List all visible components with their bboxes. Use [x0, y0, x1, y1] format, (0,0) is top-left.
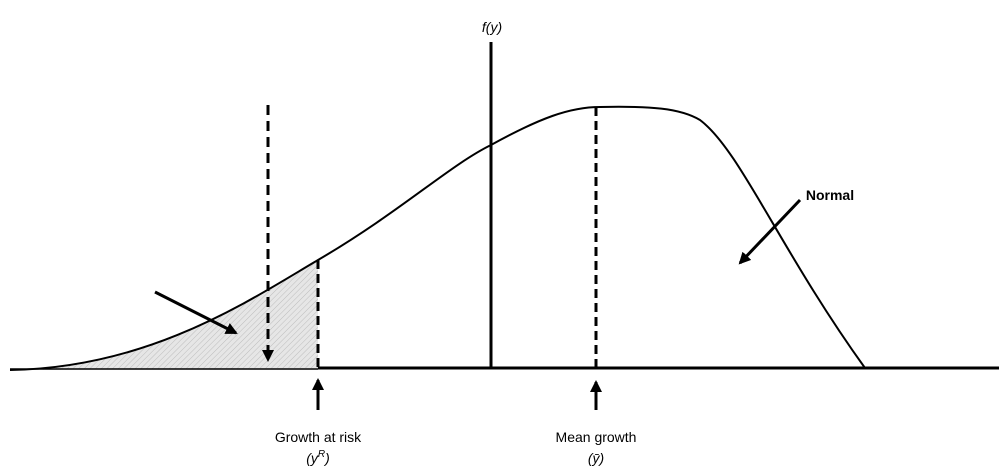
- growth-at-risk-symbol: (yR): [306, 449, 330, 466]
- mean-symbol: (ȳ): [588, 450, 604, 466]
- normal-label: Normal: [806, 187, 854, 203]
- growth-at-risk-label: Growth at risk: [275, 429, 362, 445]
- mean-growth-label: Mean growth: [556, 429, 637, 445]
- symbol-close: ): [323, 450, 330, 466]
- symbol-superscript: R: [318, 449, 325, 460]
- tail-area: [10, 260, 318, 370]
- normal-arrow: [738, 198, 802, 265]
- symbol-base: (y: [306, 450, 319, 466]
- density-curve: [9, 105, 866, 371]
- axis-label: f(y): [482, 19, 502, 35]
- tail-arrow: [154, 290, 238, 335]
